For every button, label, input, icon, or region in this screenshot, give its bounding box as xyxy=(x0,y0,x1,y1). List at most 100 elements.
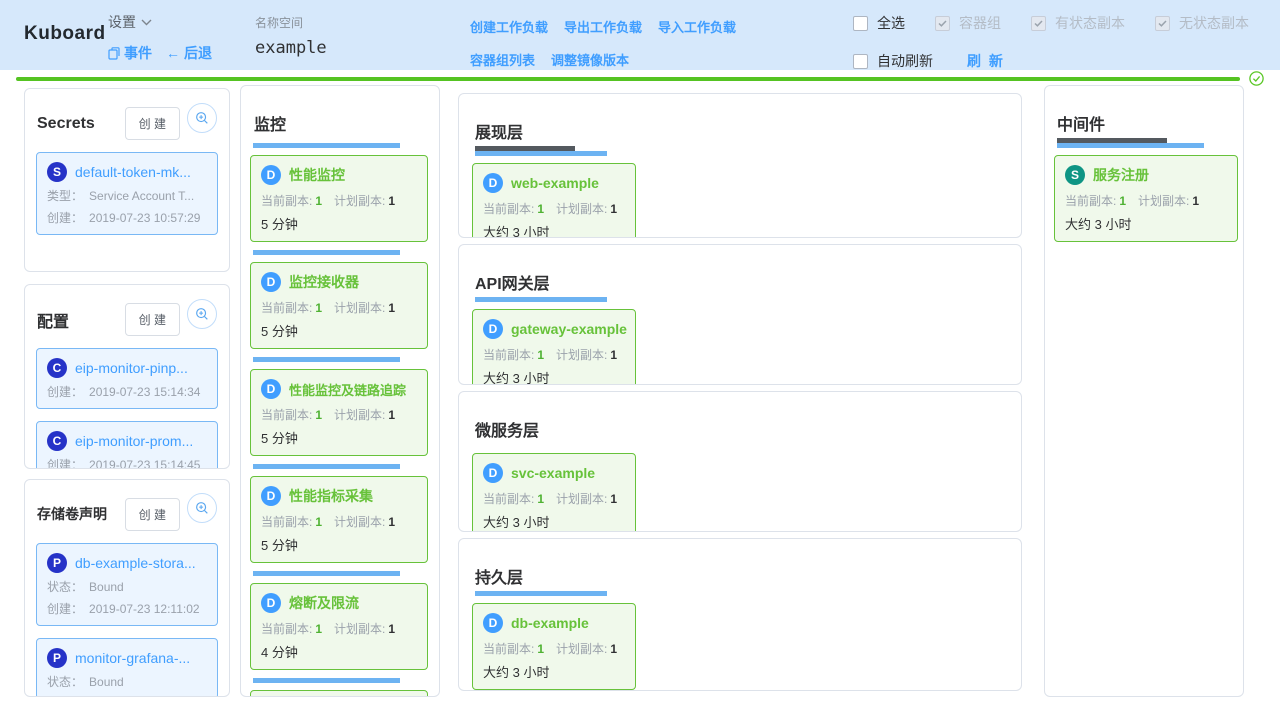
magnifier-icon xyxy=(196,111,208,124)
current-replicas-label: 当前副本: xyxy=(261,301,313,315)
planned-replicas-value: 1 xyxy=(610,348,618,363)
planned-replicas-value: 1 xyxy=(388,301,396,315)
workload-card[interactable]: D 性能监控 当前副本: 1 计划副本: 1 5 分钟 xyxy=(250,155,428,242)
checkbox-unchecked-icon xyxy=(853,15,868,31)
deployment-badge-icon: D xyxy=(261,272,281,292)
volume-claim-name[interactable]: db-example-stora... xyxy=(75,554,196,571)
checkbox-unchecked-icon xyxy=(853,53,868,69)
pods-checkbox[interactable]: 容器组 xyxy=(935,13,1001,33)
stateless-checkbox[interactable]: 无状态副本 xyxy=(1155,13,1249,33)
create-config-button[interactable]: 创 建 xyxy=(124,303,180,337)
deployment-badge-icon: D xyxy=(483,319,503,340)
workload-card[interactable]: D svc-example 当前副本: 1 计划副本: 1 大约 3 小时 xyxy=(472,453,636,531)
workload-age: 4 分钟 xyxy=(261,645,298,660)
current-replicas-value: 1 xyxy=(537,641,545,656)
workload-name[interactable]: gateway-example xyxy=(511,321,627,338)
service-bar xyxy=(253,678,400,683)
layer-panel-microservice: 微服务层 D svc-example 当前副本: 1 计划副本: 1 大约 3 小时 xyxy=(458,391,1022,532)
planned-replicas-label: 计划副本: xyxy=(556,492,608,507)
planned-replicas-value: 1 xyxy=(610,641,618,656)
volume-claim-name[interactable]: monitor-grafana-... xyxy=(75,649,191,666)
checkbox-checked-icon xyxy=(1155,15,1170,31)
create-secret-button[interactable]: 创 建 xyxy=(124,107,180,140)
configmap-name[interactable]: eip-monitor-pinp... xyxy=(75,360,188,377)
configmap-card[interactable]: C eip-monitor-prom... 创建： 2019-07-23 15:1… xyxy=(36,421,218,468)
workload-card[interactable]: S 服务注册 当前副本: 1 计划副本: 1 大约 3 小时 xyxy=(1054,155,1238,242)
workload-name[interactable]: 监控接收器 xyxy=(289,274,359,290)
field-value: 2019-07-23 12:11:02 xyxy=(89,601,200,616)
settings-menu[interactable]: 设置 xyxy=(108,12,212,32)
current-replicas-value: 1 xyxy=(537,492,545,507)
current-replicas-label: 当前副本: xyxy=(261,194,313,208)
configmap-card[interactable]: C eip-monitor-pinp... 创建： 2019-07-23 15:1… xyxy=(36,348,218,410)
inspect-config-button[interactable] xyxy=(187,298,217,329)
workload-name[interactable]: 性能监控及链路追踪 xyxy=(289,382,407,398)
import-workload-link[interactable]: 导入工作负载 xyxy=(658,20,737,35)
volume-claim-card[interactable]: P monitor-grafana-... 状态： Bound xyxy=(36,637,218,697)
current-replicas-label: 当前副本: xyxy=(483,641,535,656)
back-button[interactable]: ← 后退 xyxy=(166,43,212,63)
planned-replicas-value: 1 xyxy=(610,492,618,507)
planned-replicas-label: 计划副本: xyxy=(334,408,386,422)
auto-refresh-checkbox[interactable]: 自动刷新 xyxy=(853,51,933,71)
workload-name[interactable]: 性能监控 xyxy=(289,167,345,183)
volume-claims-panel: 存储卷声明 创 建 P db-example-stora... 状态： Bound… xyxy=(24,478,230,698)
workload-name[interactable]: svc-example xyxy=(511,465,596,482)
configmap-name[interactable]: eip-monitor-prom... xyxy=(75,433,194,450)
magnifier-icon xyxy=(196,502,208,515)
workload-name[interactable]: 服务注册 xyxy=(1093,167,1149,183)
namespace-label: 名称空间 xyxy=(255,16,304,30)
planned-replicas-value: 1 xyxy=(388,408,396,422)
checkbox-checked-icon xyxy=(935,15,950,31)
workload-age: 大约 3 小时 xyxy=(483,515,550,531)
secret-card[interactable]: S default-token-mk... 类型： Service Account… xyxy=(36,152,218,235)
pod-list-link[interactable]: 容器组列表 xyxy=(470,53,536,68)
workload-name[interactable]: web-example xyxy=(511,175,599,191)
volume-claim-card[interactable]: P db-example-stora... 状态： Bound 创建： 2019-0… xyxy=(36,542,218,626)
check-circle-icon xyxy=(1249,71,1264,86)
workload-card[interactable]: D 熔断及限流 当前副本: 1 计划副本: 1 4 分钟 xyxy=(250,583,428,670)
adjust-image-version-link[interactable]: 调整镜像版本 xyxy=(551,53,630,68)
secret-name[interactable]: default-token-mk... xyxy=(75,164,191,180)
workload-age: 5 分钟 xyxy=(261,324,298,339)
workload-name[interactable]: 熔断及限流 xyxy=(289,595,359,611)
layer-title: API网关层 xyxy=(475,276,550,294)
current-replicas-label: 当前副本: xyxy=(261,622,313,636)
events-button[interactable]: 事件 xyxy=(108,43,152,63)
export-workload-link[interactable]: 导出工作负载 xyxy=(564,20,643,35)
select-all-checkbox[interactable]: 全选 xyxy=(853,13,905,33)
service-bar xyxy=(253,571,400,576)
field-label: 创建： xyxy=(47,385,84,400)
field-label: 创建： xyxy=(47,211,84,225)
workload-name[interactable]: 性能指标采集 xyxy=(289,488,373,504)
workload-card[interactable]: D web-example 当前副本: 1 计划副本: 1 大约 3 小时 xyxy=(472,163,636,238)
stateless-label: 无状态副本 xyxy=(1179,15,1249,31)
events-label: 事件 xyxy=(124,45,152,61)
create-workload-link[interactable]: 创建工作负载 xyxy=(470,20,549,35)
monitor-panel: 监控 D 性能监控 当前副本: 1 计划副本: 1 5 分钟 xyxy=(240,85,440,697)
planned-replicas-value: 1 xyxy=(388,622,396,636)
create-volume-claim-button[interactable]: 创 建 xyxy=(124,497,180,531)
layer-panel-gateway: API网关层 D gateway-example 当前副本: 1 计划副本: 1 大约… xyxy=(458,244,1022,386)
namespace-value: example xyxy=(255,38,327,58)
checkbox-checked-icon xyxy=(1031,15,1046,31)
workload-card[interactable]: D db-example 当前副本: 1 计划副本: 1 大约 3 小时 xyxy=(472,602,636,690)
workload-name[interactable]: db-example xyxy=(511,614,589,631)
magnifier-icon xyxy=(196,307,208,320)
workload-card[interactable]: D 性能监控及链路追踪 当前副本: 1 计划副本: 1 5 分钟 xyxy=(250,369,428,456)
inspect-secrets-button[interactable] xyxy=(187,102,217,133)
service-bar xyxy=(253,250,400,255)
layer-panel-presentation: 展现层 D web-example 当前副本: 1 计划副本: 1 大约 3 小时 xyxy=(458,93,1022,239)
service-bar xyxy=(475,151,607,156)
workload-card[interactable]: D 性能指标采集 当前副本: 1 计划副本: 1 5 分钟 xyxy=(250,476,428,563)
secrets-panel-title: Secrets xyxy=(37,114,95,132)
workload-age: 5 分钟 xyxy=(261,538,298,553)
inspect-volume-claims-button[interactable] xyxy=(187,493,217,524)
middleware-panel: 中间件 S 服务注册 当前副本: 1 计划副本: 1 大约 3 小时 xyxy=(1044,85,1244,697)
stateful-checkbox[interactable]: 有状态副本 xyxy=(1031,13,1125,33)
workload-card[interactable]: D gateway-example 当前副本: 1 计划副本: 1 大约 3 小时 xyxy=(472,309,636,385)
refresh-button[interactable]: 刷 新 xyxy=(967,53,1005,69)
workload-card[interactable]: D 监控接收器 当前副本: 1 计划副本: 1 5 分钟 xyxy=(250,262,428,349)
current-replicas-value: 1 xyxy=(315,301,323,315)
